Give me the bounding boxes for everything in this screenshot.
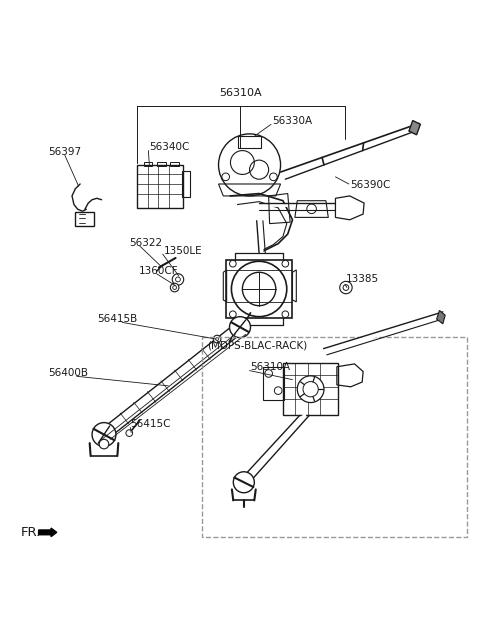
Text: 56390C: 56390C — [350, 180, 390, 191]
Text: 1350LE: 1350LE — [164, 246, 202, 256]
Bar — [283, 363, 338, 415]
Text: 56397: 56397 — [48, 147, 81, 157]
Text: 56310A: 56310A — [219, 88, 261, 99]
Text: (MDPS-BLAC-RACK): (MDPS-BLAC-RACK) — [207, 340, 308, 350]
Circle shape — [231, 261, 287, 317]
Bar — [157, 161, 166, 166]
Circle shape — [170, 284, 179, 292]
Bar — [137, 165, 183, 208]
Polygon shape — [409, 120, 420, 135]
Text: 56415B: 56415B — [97, 314, 137, 324]
Bar — [182, 171, 191, 197]
Circle shape — [265, 370, 273, 377]
Text: 56310A: 56310A — [251, 362, 290, 372]
Polygon shape — [437, 310, 445, 324]
Circle shape — [213, 335, 221, 343]
Circle shape — [126, 430, 132, 436]
Circle shape — [99, 439, 109, 449]
Circle shape — [282, 260, 288, 267]
Text: 56322: 56322 — [129, 237, 162, 248]
FancyArrow shape — [38, 528, 57, 537]
Circle shape — [275, 387, 282, 394]
Bar — [170, 161, 179, 166]
Text: 56400B: 56400B — [48, 369, 88, 378]
Bar — [75, 212, 95, 226]
Bar — [144, 161, 152, 166]
Circle shape — [229, 317, 251, 338]
Circle shape — [340, 282, 352, 294]
Circle shape — [233, 472, 254, 493]
Text: 56415C: 56415C — [130, 419, 171, 429]
Text: 56330A: 56330A — [272, 116, 312, 125]
Text: 1360CF: 1360CF — [138, 266, 178, 276]
Circle shape — [229, 311, 236, 317]
Circle shape — [282, 311, 288, 317]
Circle shape — [92, 422, 116, 447]
Bar — [263, 367, 284, 400]
Circle shape — [297, 376, 324, 403]
Text: 56340C: 56340C — [149, 142, 190, 152]
Circle shape — [172, 274, 184, 285]
Circle shape — [229, 260, 236, 267]
Bar — [226, 260, 292, 317]
Text: FR.: FR. — [21, 526, 41, 539]
Bar — [202, 337, 467, 537]
Bar — [238, 136, 262, 148]
Text: 13385: 13385 — [346, 275, 379, 284]
